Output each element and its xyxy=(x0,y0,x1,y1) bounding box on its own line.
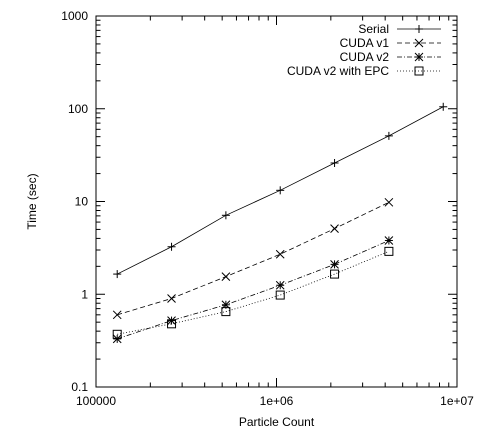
data-point-serial xyxy=(330,159,339,168)
legend-marker-cuda-v2 xyxy=(414,52,424,62)
legend-marker-cuda-v1 xyxy=(414,38,424,48)
data-point-cuda-v2-with-epc xyxy=(384,246,394,256)
data-point-serial xyxy=(439,102,448,111)
x-tick-label: 1e+07 xyxy=(440,394,474,408)
ticks-group: 0.1 1 10 100 1000 100000 1e+06 1e+07 xyxy=(61,9,474,408)
legend-label-cuda-v1: CUDA v1 xyxy=(340,36,390,50)
y-axis-title: Time (sec) xyxy=(25,173,39,229)
data-point-cuda-v2 xyxy=(384,236,394,245)
plot-frame xyxy=(95,15,458,388)
data-point-cuda-v2-with-epc xyxy=(112,329,122,339)
data-point-serial xyxy=(113,270,122,279)
series-group xyxy=(112,102,448,344)
data-point-cuda-v2-with-epc xyxy=(167,319,177,329)
data-point-cuda-v1 xyxy=(112,310,122,320)
y-tick-label: 10 xyxy=(75,195,89,209)
legend-marker-cuda-v2-with-epc xyxy=(414,66,424,76)
data-point-serial xyxy=(276,186,285,195)
data-point-cuda-v2 xyxy=(330,260,339,269)
y-tick-label: 100 xyxy=(68,102,88,116)
x-tick-label: 1e+06 xyxy=(260,394,294,408)
data-point-cuda-v1 xyxy=(221,272,231,281)
legend-label-serial: Serial xyxy=(358,22,389,36)
legend-marker-serial xyxy=(415,25,423,33)
y-tick-label: 1000 xyxy=(61,9,88,23)
data-point-serial xyxy=(221,211,230,220)
x-axis-title: Particle Count xyxy=(239,415,315,429)
series-line-cuda-v2 xyxy=(117,240,390,340)
data-point-serial xyxy=(384,131,393,140)
data-point-cuda-v1 xyxy=(275,249,285,259)
data-point-cuda-v1 xyxy=(330,224,339,233)
data-point-cuda-v2 xyxy=(275,280,285,290)
data-point-cuda-v2-with-epc xyxy=(221,307,231,317)
data-point-cuda-v1 xyxy=(167,294,176,303)
data-point-cuda-v1 xyxy=(384,197,394,207)
legend-label-cuda-v2-with-epc: CUDA v2 with EPC xyxy=(287,64,389,78)
legend-label-cuda-v2: CUDA v2 xyxy=(340,50,390,64)
data-point-cuda-v2 xyxy=(167,316,176,325)
series-line-cuda-v2-with-epc xyxy=(117,250,390,335)
x-tick-label: 100000 xyxy=(76,394,116,408)
y-tick-label: 1 xyxy=(81,287,88,301)
data-point-cuda-v2-with-epc xyxy=(330,269,340,279)
data-point-cuda-v2 xyxy=(112,334,122,344)
y-tick-label: 0.1 xyxy=(71,380,88,394)
data-point-serial xyxy=(167,242,176,251)
data-point-cuda-v2-with-epc xyxy=(275,290,285,300)
series-line-cuda-v1 xyxy=(117,201,390,316)
